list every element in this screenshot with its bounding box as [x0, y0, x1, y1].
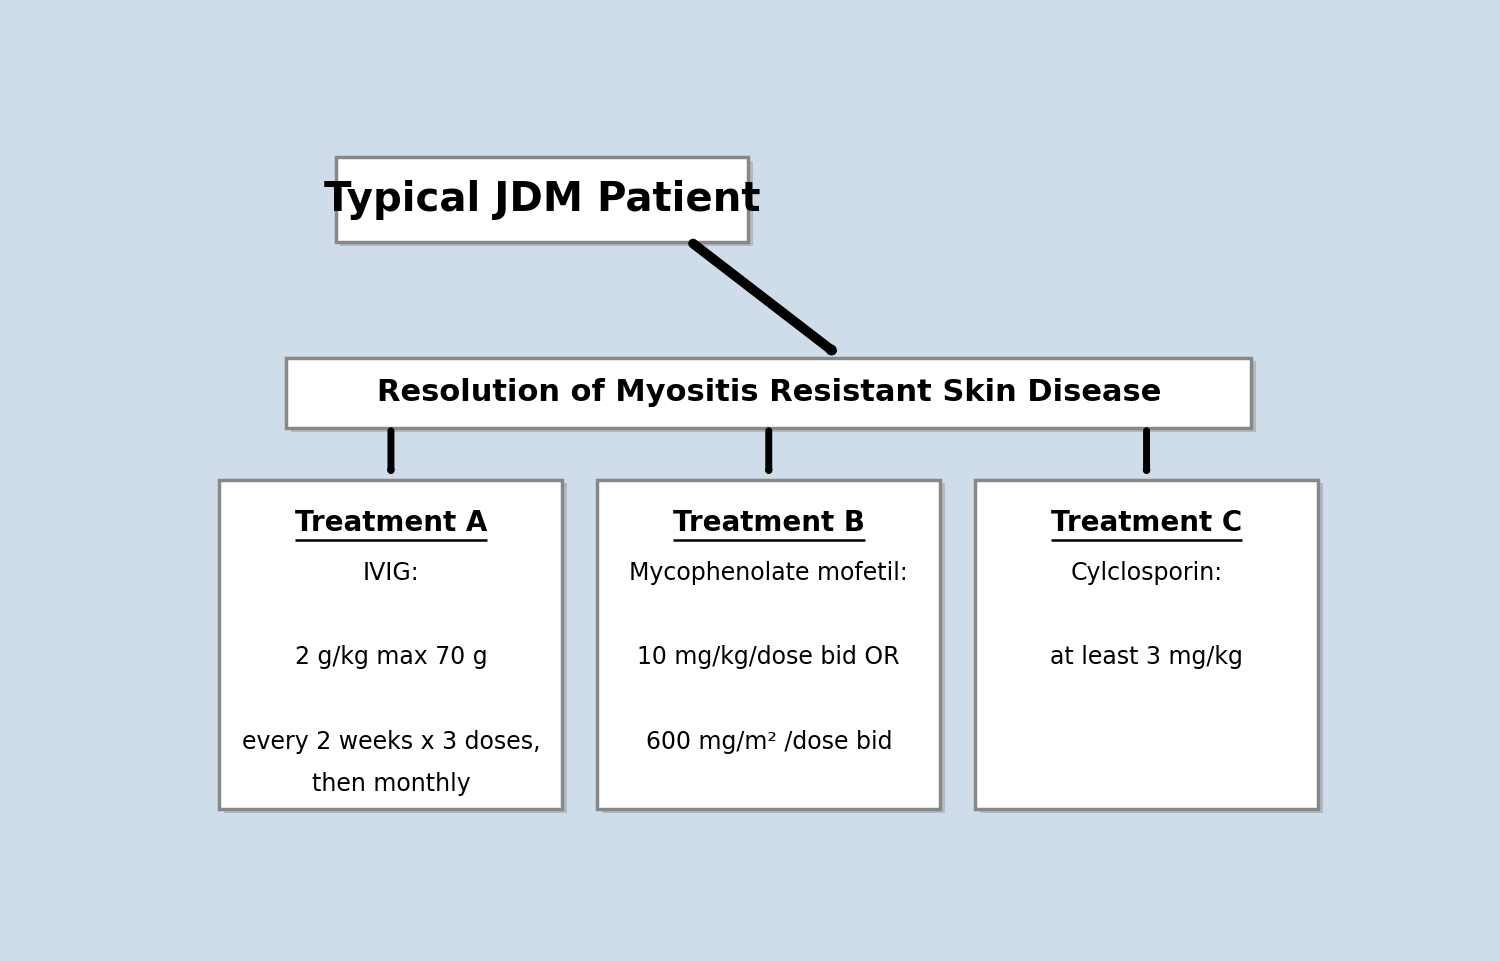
- Text: Resolution of Myositis Resistant Skin Disease: Resolution of Myositis Resistant Skin Di…: [376, 379, 1161, 407]
- FancyBboxPatch shape: [336, 158, 748, 242]
- FancyBboxPatch shape: [980, 483, 1323, 813]
- FancyBboxPatch shape: [291, 361, 1256, 431]
- FancyBboxPatch shape: [597, 480, 940, 809]
- Text: Mycophenolate mofetil:: Mycophenolate mofetil:: [630, 561, 908, 585]
- FancyBboxPatch shape: [602, 483, 945, 813]
- Text: IVIG:: IVIG:: [363, 561, 419, 585]
- FancyBboxPatch shape: [975, 480, 1318, 809]
- Text: then monthly: then monthly: [312, 772, 471, 796]
- Text: at least 3 mg/kg: at least 3 mg/kg: [1050, 646, 1244, 670]
- Text: 10 mg/kg/dose bid OR: 10 mg/kg/dose bid OR: [638, 646, 900, 670]
- Text: Treatment A: Treatment A: [294, 508, 488, 536]
- Text: Typical JDM Patient: Typical JDM Patient: [324, 180, 760, 220]
- Text: 600 mg/m² /dose bid: 600 mg/m² /dose bid: [645, 729, 892, 753]
- Text: every 2 weeks x 3 doses,: every 2 weeks x 3 doses,: [242, 729, 540, 753]
- FancyBboxPatch shape: [340, 160, 753, 246]
- Text: Treatment B: Treatment B: [672, 508, 864, 536]
- Text: Treatment C: Treatment C: [1052, 508, 1242, 536]
- Text: 2 g/kg max 70 g: 2 g/kg max 70 g: [294, 646, 488, 670]
- Text: Cylclosporin:: Cylclosporin:: [1071, 561, 1222, 585]
- FancyBboxPatch shape: [224, 483, 567, 813]
- FancyBboxPatch shape: [286, 357, 1251, 428]
- FancyBboxPatch shape: [219, 480, 562, 809]
